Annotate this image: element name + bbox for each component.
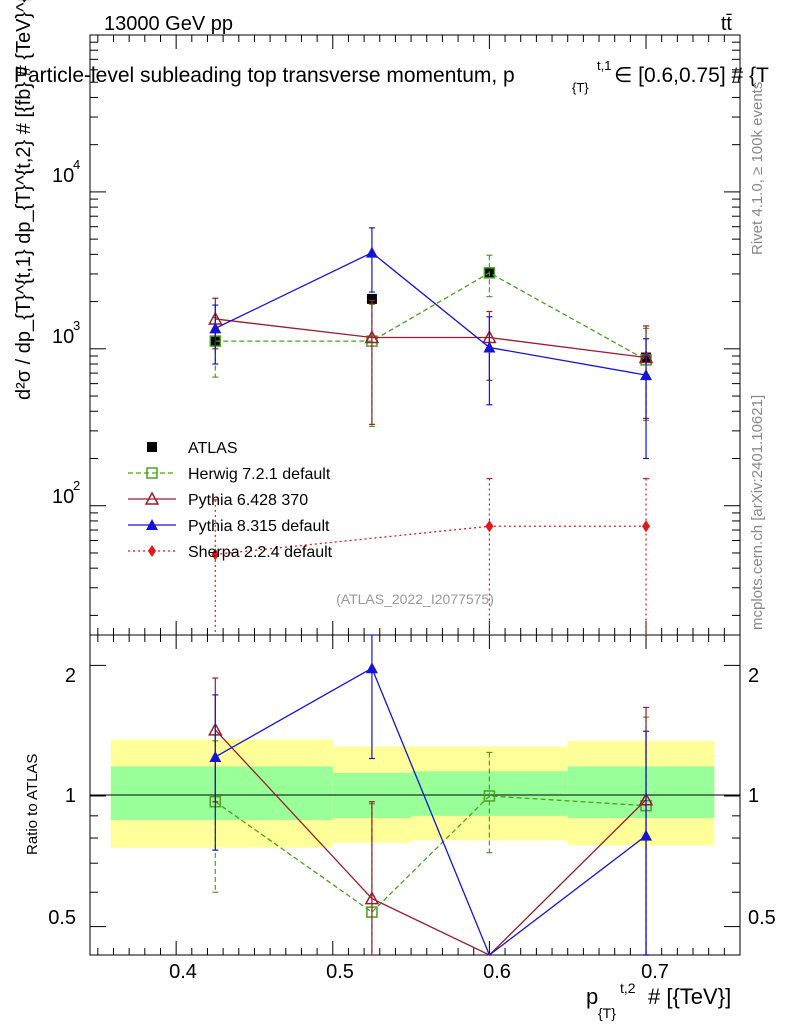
- x-axis-label: p {T} t,2 # [{TeV}]: [586, 980, 731, 1021]
- plot-title: Particle-level subleading top transverse…: [14, 58, 769, 95]
- legend-marker: [146, 467, 158, 479]
- legend-marker: [147, 442, 157, 452]
- data-point: [483, 341, 496, 353]
- rivet-side-label: Rivet 4.1.0, ≥ 100k events: [749, 82, 766, 255]
- svg-text:t,1: t,1: [597, 58, 611, 73]
- legend-entry: ATLAS: [147, 440, 238, 457]
- svg-text:{T}: {T}: [598, 1005, 616, 1021]
- series-sherpa-2-2-4-default: [211, 477, 651, 635]
- svg-text:10: 10: [52, 326, 74, 348]
- data-point: [640, 369, 653, 381]
- svg-text:∈ [0.6,0.75] # {T: ∈ [0.6,0.75] # {T: [614, 64, 769, 87]
- ratio-series-layer: [208, 634, 654, 957]
- main-y-tick-label-10000: 10 4: [52, 157, 80, 187]
- legend-entry: Herwig 7.2.1 default: [128, 466, 331, 483]
- svg-text:4: 4: [73, 157, 80, 172]
- data-point: [364, 329, 380, 344]
- ratio-y-tick-label-2: 2: [65, 665, 76, 687]
- axis-ticks: [90, 35, 740, 955]
- ratio-y-tick-label-1-right: 1: [748, 785, 759, 807]
- svg-text:3: 3: [73, 318, 80, 333]
- data-point: [365, 246, 378, 258]
- legend-entry: Sherpa 2.2.4 default: [128, 544, 333, 561]
- process-label: tt̄: [721, 13, 733, 35]
- main-y-axis-label: d²σ / dp_{T}^{t,1} dp_{T}^{t,2} # [{fb} …: [13, 0, 35, 400]
- analysis-id: (ATLAS_2022_I2077575): [336, 591, 494, 607]
- main-series-layer: [208, 227, 654, 635]
- ratio-band-inner: [110, 766, 715, 821]
- series-atlas: [210, 267, 652, 363]
- ratio-point: [209, 750, 222, 762]
- series-line: [215, 272, 647, 361]
- legend-marker: [148, 545, 156, 557]
- legend-label: Herwig 7.2.1 default: [188, 466, 331, 483]
- energy-label: 13000 GeV pp: [104, 13, 233, 35]
- ratio-point: [364, 891, 380, 905]
- data-point: [211, 548, 220, 561]
- ratio-y-tick-label-0.5: 0.5: [48, 907, 76, 929]
- x-tick-label-0.6: 0.6: [483, 961, 511, 983]
- legend-label: ATLAS: [188, 440, 238, 457]
- ratio-band-inner-bin: [110, 766, 333, 821]
- legend-label: Sherpa 2.2.4 default: [188, 544, 333, 561]
- series-pythia-8-315-default: [209, 227, 653, 460]
- legend-label: Pythia 6.428 370: [188, 492, 308, 509]
- svg-text:10: 10: [52, 165, 74, 187]
- ratio-series-pythia-8-315-default: [209, 634, 653, 957]
- svg-text:2: 2: [73, 478, 80, 493]
- legend-marker: [144, 491, 160, 505]
- ratio-line: [214, 729, 647, 956]
- svg-text:{T}: {T}: [572, 80, 589, 95]
- legend: ATLAS Herwig 7.2.1 default Pythia 6.428 37…: [128, 440, 333, 561]
- svg-text:10: 10: [52, 486, 74, 508]
- series-pythia-6-428-370: [208, 297, 654, 425]
- series-herwig-7-2-1-default: [209, 254, 652, 428]
- ratio-point: [483, 790, 496, 802]
- x-tick-label-0.5: 0.5: [326, 961, 354, 983]
- main-y-tick-label-100: 10 2: [52, 478, 80, 508]
- x-tick-label-0.4: 0.4: [169, 961, 197, 983]
- data-point: [642, 520, 651, 533]
- legend-marker: [146, 519, 158, 530]
- legend-entry: Pythia 6.428 370: [128, 491, 308, 509]
- svg-text:p: p: [586, 984, 598, 1009]
- ratio-y-tick-label-0.5-right: 0.5: [748, 907, 776, 929]
- legend-entry: Pythia 8.315 default: [128, 518, 330, 535]
- x-tick-label-0.7: 0.7: [641, 961, 669, 983]
- ratio-line: [214, 795, 647, 913]
- series-line: [215, 251, 647, 376]
- data-point: [485, 520, 494, 533]
- main-y-tick-label-1000: 10 3: [52, 318, 80, 348]
- data-point: [366, 293, 377, 304]
- ratio-y-tick-label-2-right: 2: [748, 665, 759, 687]
- ratio-y-tick-label-1: 1: [65, 785, 76, 807]
- svg-text:# [{TeV}]: # [{TeV}]: [648, 984, 731, 1009]
- mcplots-side-label: mcplots.cern.ch [arXiv:2401.10621]: [749, 395, 766, 630]
- ratio-point: [365, 662, 378, 674]
- data-point: [483, 267, 496, 279]
- ratio-point: [640, 829, 653, 841]
- svg-text:t,2: t,2: [620, 980, 636, 996]
- series-line: [215, 318, 647, 359]
- data-point: [209, 322, 222, 334]
- svg-text:Particle-level subleading top: Particle-level subleading top transverse…: [14, 64, 515, 87]
- ratio-line: [214, 667, 647, 957]
- ratio-y-axis-label: Ratio to ATLAS: [24, 754, 41, 855]
- legend-label: Pythia 8.315 default: [188, 518, 330, 535]
